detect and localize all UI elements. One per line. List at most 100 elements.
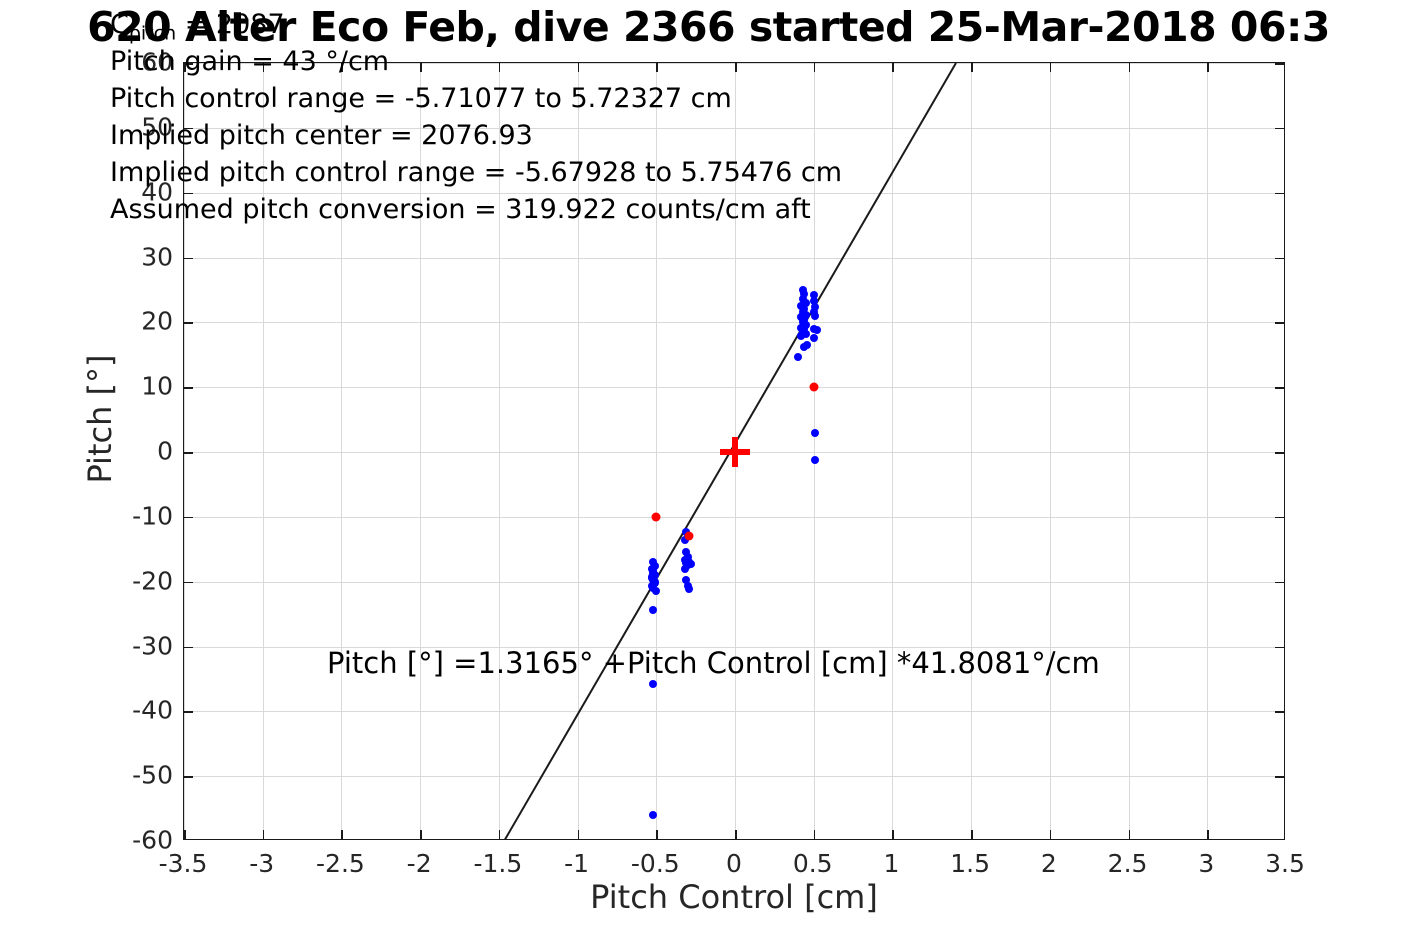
x-tick-label: 1.5 [950,849,991,878]
annotation-line-1-subscript: pitch [128,22,177,45]
y-tick-mark [1275,646,1284,648]
y-tick-label: 40 [141,177,173,207]
y-tick-label: -60 [132,825,173,855]
data-point [811,312,820,321]
y-tick-mark [184,776,193,778]
y-tick-label: -20 [132,566,173,596]
x-tick-mark [1049,63,1052,72]
gridline-horizontal [184,387,1284,389]
x-tick-mark [577,63,580,72]
x-tick-mark [656,830,658,839]
y-tick-label: 30 [141,242,173,271]
data-point [809,333,818,342]
x-tick-mark [1049,830,1052,839]
data-point [798,285,807,294]
x-tick-label: 2.5 [1107,849,1148,878]
x-tick-mark [813,63,816,72]
gridline-vertical [1207,63,1209,839]
x-tick-mark [813,830,816,839]
y-tick-mark [1275,516,1284,519]
data-point [793,353,802,362]
annotation-line-6: Assumed pitch conversion = 319.922 count… [110,194,811,225]
y-tick-label: 50 [141,112,173,142]
data-point [797,331,806,340]
x-tick-mark [420,63,422,72]
x-tick-label: -2.5 [316,849,365,878]
x-tick-mark [656,63,658,72]
gridline-horizontal [184,127,1284,129]
y-tick-mark [1275,387,1284,389]
y-tick-mark [184,452,193,454]
gridline-horizontal [184,257,1284,259]
y-tick-mark [184,646,193,648]
x-tick-label: -1 [564,849,590,878]
gridline-vertical [262,63,264,839]
x-tick-mark [262,63,265,72]
y-tick-label: 10 [141,371,173,401]
annotation-line-2: Pitch gain = 43 °/cm [110,46,390,77]
data-point [686,559,695,568]
x-tick-mark [735,830,737,839]
plot-axes [183,62,1285,840]
annotation-text-block: Cpitch = 2087 Pitch gain = 43 °/cm Pitch… [110,6,842,228]
data-point [798,311,807,320]
x-tick-mark [341,63,343,72]
y-tick-mark [184,322,193,324]
x-tick-mark [341,830,343,839]
data-point [809,296,818,305]
x-tick-mark [184,830,186,839]
x-tick-label: 2 [1040,849,1057,878]
gridline-vertical [577,63,579,839]
x-tick-label: 3.5 [1265,849,1305,878]
data-point [649,811,658,820]
gridline-vertical [813,63,815,839]
annotation-line-1-suffix: = 2087 [176,9,285,40]
y-tick-mark [1275,776,1284,778]
y-tick-mark [1275,127,1284,130]
data-point [651,512,661,522]
gridline-vertical [1128,63,1130,839]
x-tick-mark [971,63,973,72]
data-point [685,585,694,594]
data-point [800,342,809,351]
x-tick-label: 1 [883,849,900,878]
gridline-vertical [341,63,343,839]
x-tick-mark [1207,830,1209,839]
data-point [809,382,819,392]
y-tick-label: 20 [141,306,173,336]
gridline-horizontal [184,776,1284,778]
x-tick-label: -1.5 [473,849,523,878]
y-tick-mark [1275,322,1284,324]
x-tick-mark [735,63,737,72]
data-point [652,586,661,595]
x-tick-label: -2 [406,849,432,878]
data-point [649,680,658,689]
data-point [647,573,656,582]
x-tick-label: 0 [726,849,742,878]
fit-equation-label: Pitch [°] =1.3165° +Pitch Control [cm] *… [327,646,1100,680]
x-tick-label: -3.5 [158,849,208,878]
gridline-horizontal [184,581,1284,583]
data-point [801,330,810,338]
data-point [680,564,689,573]
gridline-horizontal [184,63,1284,64]
y-tick-mark [184,192,193,195]
y-tick-mark [184,516,193,519]
x-tick-label: 3 [1198,849,1215,878]
y-tick-label: 0 [157,436,173,466]
x-tick-mark [1128,63,1131,72]
y-tick-mark [1275,581,1284,584]
y-tick-label: -50 [132,760,173,790]
x-axis-label: Pitch Control [cm] [590,878,878,916]
data-point [649,605,658,614]
data-point [811,302,820,311]
annotation-line-1: Cpitch = 2087 [110,6,842,45]
y-tick-mark [184,387,193,389]
y-tick-mark [184,63,193,65]
x-tick-mark [577,830,580,839]
x-tick-mark [1128,830,1131,839]
page-title: 620 Alter Eco Feb, dive 2366 started 25-… [87,3,1330,51]
data-point [811,456,820,465]
data-point [682,575,691,584]
data-point [680,536,689,545]
